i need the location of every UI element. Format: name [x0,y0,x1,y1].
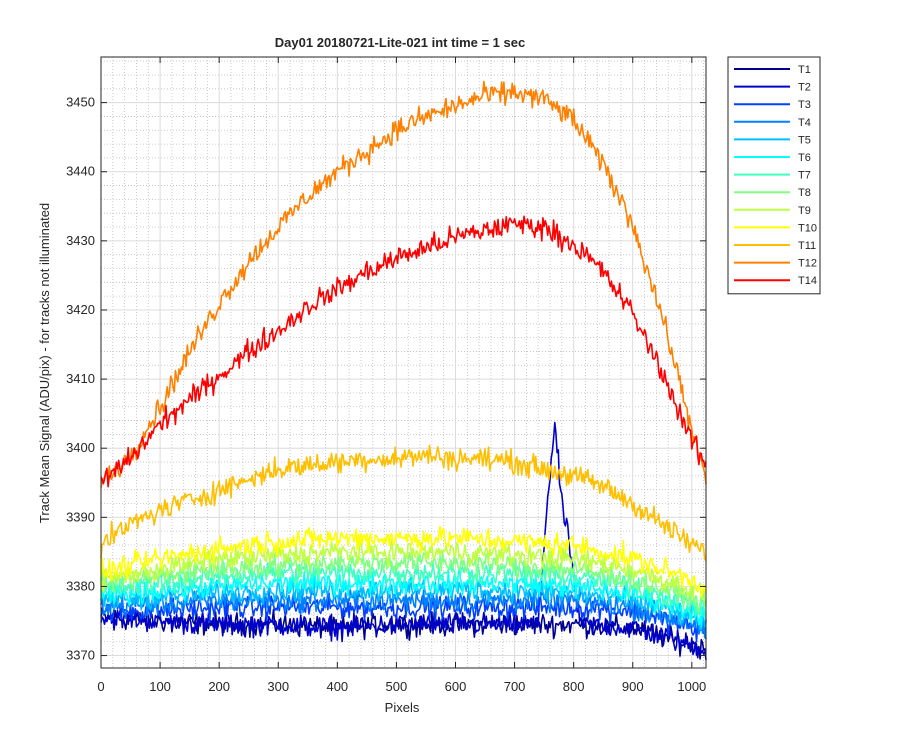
series-line-t8 [100,550,707,613]
legend-label-t4: T4 [798,117,811,129]
x-tick-label: 900 [622,679,644,694]
x-tick-label: 700 [504,679,526,694]
x-tick-label: 200 [208,679,230,694]
x-tick-labels: 0 100 200 300 400 500 600 700 800 900 1000 [97,679,706,694]
axes-box [100,56,707,669]
series-line-t14 [100,215,707,488]
y-tick-label: 3380 [66,578,95,593]
y-tick-label: 3430 [66,233,95,248]
y-tick-label: 3400 [66,440,95,455]
legend-label-t14: T14 [798,275,817,287]
series-layer [100,80,707,660]
legend-label-t5: T5 [798,134,811,146]
series-line-t6 [100,568,707,628]
x-tick-label: 600 [445,679,467,694]
x-tick-label: 0 [97,679,104,694]
x-tick-label: 100 [149,679,171,694]
x-tick-label: 400 [326,679,348,694]
y-tick-label: 3440 [66,164,95,179]
y-tick-label: 3420 [66,302,95,317]
y-tick-labels: 3370 3380 3390 3400 3410 3420 3430 3440 3450 [66,95,95,663]
legend-label-t1: T1 [798,64,811,76]
legend-label-t8: T8 [798,187,811,199]
minor-gridlines [101,57,706,668]
legend-label-t9: T9 [798,205,811,217]
major-gridlines [100,57,706,668]
legend-label-t11: T11 [798,240,816,252]
series-line-t11 [100,444,707,562]
y-tick-label: 3370 [66,648,95,663]
legend: T1 T2 T3 T4 T5 T6 T7 T8 T9 T10 T11 T12 T14 [727,56,821,295]
y-tick-label: 3450 [66,95,95,110]
series-line-t9 [100,537,707,602]
legend-label-t6: T6 [798,152,811,164]
legend-label-t10: T10 [798,222,817,234]
legend-label-t2: T2 [798,82,811,94]
legend-label-t7: T7 [798,170,811,182]
x-tick-label: 1000 [677,679,706,694]
series-line-t7 [100,559,707,620]
legend-label-t12: T12 [798,258,817,270]
x-axis-label: Pixels [385,700,420,715]
legend-label-t3: T3 [798,99,811,111]
series-line-t2 [100,421,707,659]
series-line-t10 [100,525,707,598]
x-tick-label: 800 [563,679,585,694]
x-tick-label: 300 [267,679,289,694]
tick-marks [100,57,706,668]
chart-title: Day01 20180721-Lite-021 int time = 1 sec [275,35,525,50]
series-line-t4 [100,586,707,639]
series-line-t12 [100,80,707,488]
y-tick-label: 3390 [66,509,95,524]
y-tick-label: 3410 [66,371,95,386]
y-axis-label: Track Mean Signal (ADU/pix) - for tracks… [37,203,52,523]
x-tick-label: 500 [386,679,408,694]
